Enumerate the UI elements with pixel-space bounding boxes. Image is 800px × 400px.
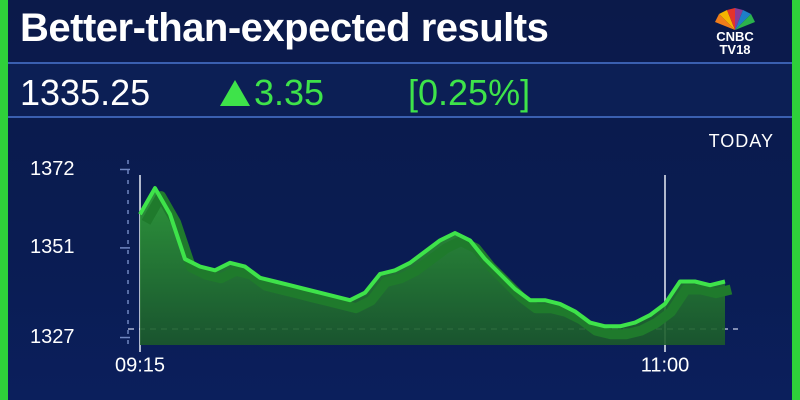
x-tick-label: 11:00 bbox=[641, 354, 690, 376]
price-bar: 1335.25 3.35 [0.25%] bbox=[8, 62, 792, 118]
price: 1335.25 bbox=[20, 72, 151, 113]
logo: CNBC TV18 bbox=[700, 8, 770, 56]
headline: Better-than-expected results bbox=[20, 6, 549, 50]
period-label: TODAY bbox=[709, 131, 774, 151]
shadow-line bbox=[141, 191, 733, 340]
logo-text: CNBC bbox=[716, 29, 754, 44]
frame: Better-than-expected results CNBC TV18 1… bbox=[8, 0, 792, 400]
change: 3.35 bbox=[254, 72, 325, 113]
change-percent: [0.25%] bbox=[408, 72, 531, 113]
logo-text: TV18 bbox=[719, 42, 751, 57]
line bbox=[138, 186, 726, 329]
y-tick-label: 1372 bbox=[30, 158, 75, 180]
y-tick-label: 1327 bbox=[30, 326, 75, 348]
area bbox=[140, 188, 725, 345]
peacock bbox=[715, 8, 755, 30]
y-tick-label: 1351 bbox=[30, 236, 75, 258]
up-arrow bbox=[220, 80, 250, 106]
chart: TODAY 1327 1351 1372 09:15 11:00 bbox=[30, 131, 774, 377]
x-tick-label: 09:15 bbox=[115, 354, 165, 376]
